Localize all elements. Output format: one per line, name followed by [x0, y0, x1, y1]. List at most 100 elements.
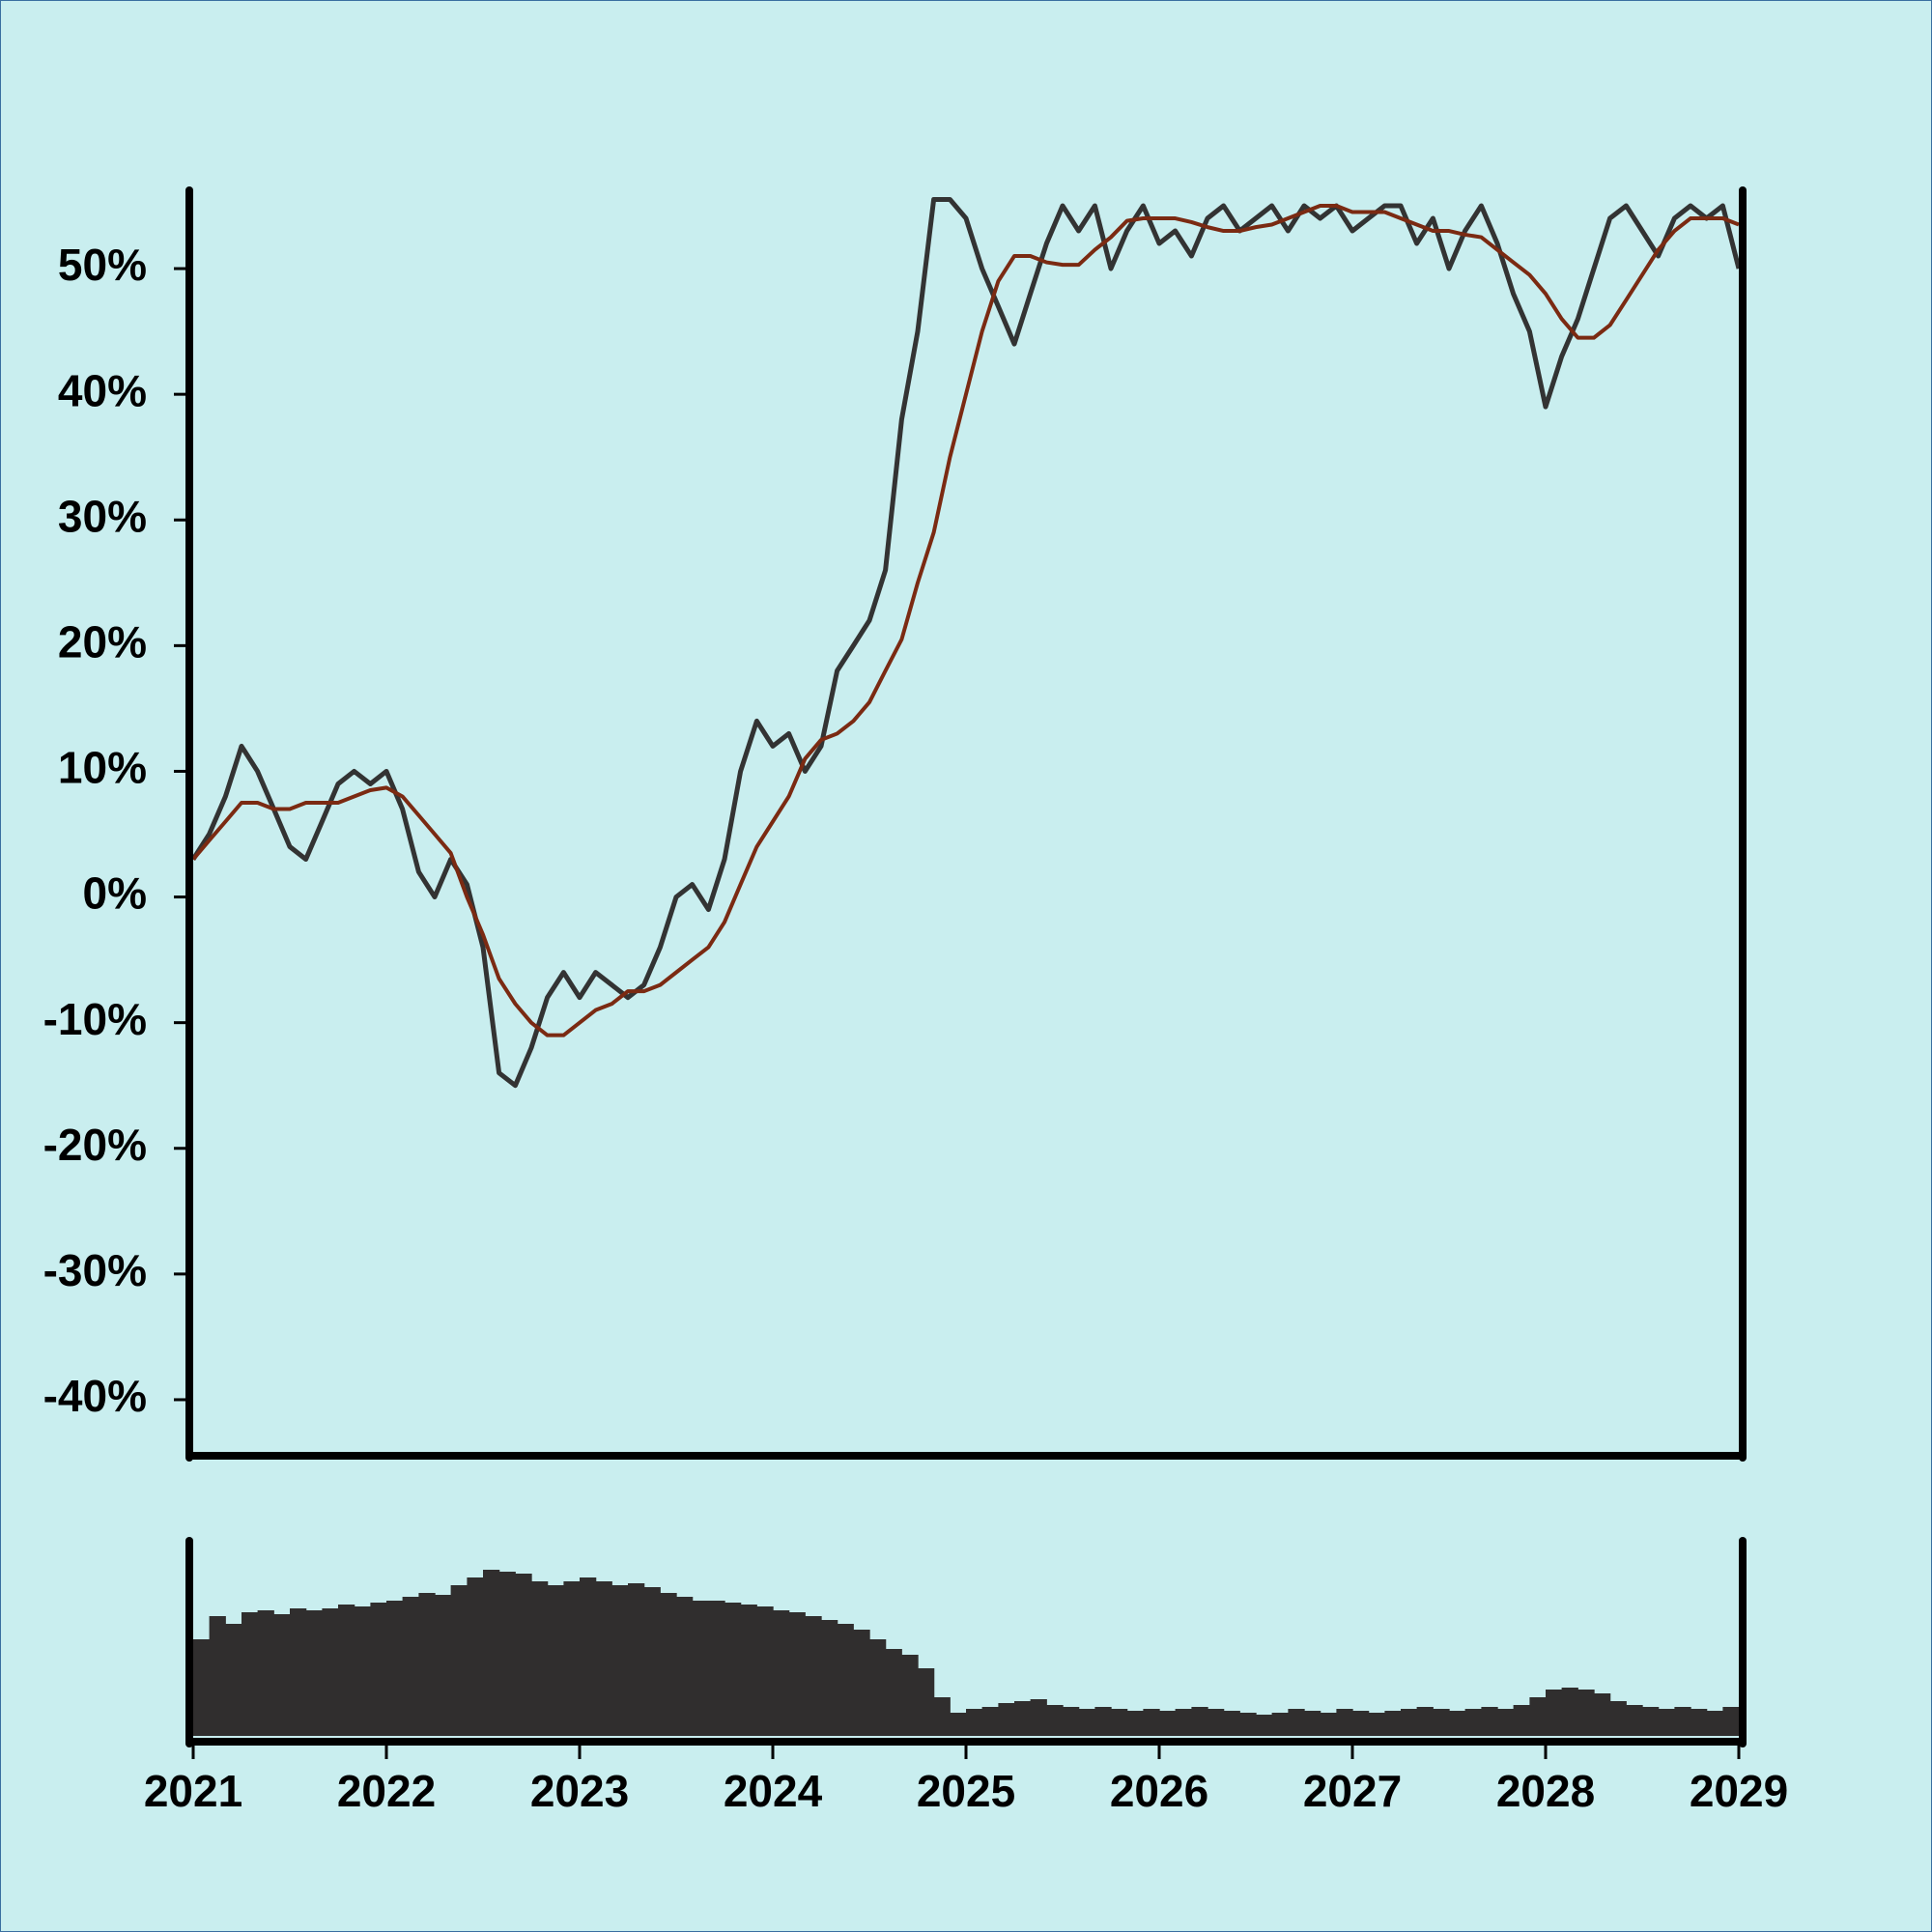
y-tick-label: 10%: [58, 743, 147, 793]
x-tick-label: 2022: [337, 1766, 436, 1816]
y-tick-label: 0%: [83, 868, 147, 919]
bar: [418, 1593, 436, 1736]
bar: [885, 1649, 902, 1736]
bar: [1722, 1707, 1740, 1736]
bar: [1320, 1713, 1337, 1736]
bar: [660, 1593, 677, 1736]
bar: [1674, 1707, 1691, 1736]
bar: [450, 1585, 468, 1736]
bar: [1159, 1711, 1177, 1736]
bar: [1304, 1711, 1321, 1736]
bar: [193, 1639, 211, 1736]
bar: [966, 1709, 983, 1736]
bar: [1561, 1688, 1578, 1736]
bar: [1111, 1709, 1128, 1736]
bar: [370, 1603, 387, 1736]
bar: [1352, 1711, 1370, 1736]
bar: [643, 1587, 661, 1736]
bar: [628, 1583, 645, 1736]
x-tick-label: 2023: [530, 1766, 629, 1816]
bar: [1239, 1713, 1257, 1736]
bar: [467, 1577, 484, 1736]
bar: [1143, 1709, 1160, 1736]
bar: [1690, 1709, 1708, 1736]
x-tick-label: 2026: [1110, 1766, 1208, 1816]
bar: [1626, 1705, 1643, 1736]
line-series: [190, 197, 1742, 1089]
bar: [354, 1606, 371, 1736]
bar: [708, 1601, 725, 1736]
y-tick-label: -30%: [43, 1245, 147, 1295]
x-tick-label: 2029: [1690, 1766, 1788, 1816]
bar: [692, 1601, 709, 1736]
y-tick-label: 40%: [58, 365, 147, 415]
bar: [1368, 1713, 1385, 1736]
x-tick-label: 2024: [724, 1766, 823, 1816]
bar: [547, 1585, 564, 1736]
bar: [1223, 1711, 1240, 1736]
line-series: [191, 204, 1740, 1037]
bar: [1577, 1690, 1595, 1736]
bar: [1609, 1701, 1627, 1736]
bar: [918, 1668, 935, 1736]
bar: [290, 1608, 307, 1736]
bar: [1529, 1697, 1547, 1736]
bar: [1208, 1709, 1225, 1736]
bar: [1191, 1707, 1208, 1736]
bar: [1401, 1709, 1418, 1736]
y-tick-label: 30%: [58, 491, 147, 541]
bar: [1464, 1709, 1482, 1736]
bar: [1433, 1709, 1450, 1736]
bar: [1094, 1707, 1112, 1736]
bar: [1336, 1709, 1353, 1736]
bar: [901, 1655, 919, 1736]
bar: [225, 1624, 242, 1736]
bar: [773, 1610, 790, 1736]
bar: [1706, 1711, 1723, 1736]
y-tick-label: -10%: [43, 994, 147, 1044]
bar: [1497, 1709, 1515, 1736]
bar: [1271, 1713, 1289, 1736]
y-tick-label: 20%: [58, 617, 147, 668]
bar: [933, 1697, 951, 1736]
bar: [242, 1612, 259, 1736]
bar: [1481, 1707, 1498, 1736]
bar: [1256, 1715, 1273, 1736]
bar: [580, 1577, 597, 1736]
bar: [837, 1624, 854, 1736]
bar: [853, 1630, 870, 1736]
bar: [1175, 1709, 1192, 1736]
bar: [1046, 1705, 1064, 1736]
bar: [1030, 1699, 1047, 1736]
x-tick-label: 2021: [144, 1766, 242, 1816]
bar: [1288, 1709, 1305, 1736]
bar: [322, 1608, 339, 1736]
bar: [676, 1597, 694, 1736]
bar: [531, 1581, 549, 1736]
bar: [209, 1616, 226, 1736]
bar: [515, 1574, 532, 1736]
bar: [338, 1605, 355, 1736]
bar: [273, 1614, 291, 1736]
bar: [1546, 1690, 1563, 1736]
y-tick-label: 50%: [58, 240, 147, 290]
bar: [981, 1707, 999, 1736]
bar: [1014, 1701, 1032, 1736]
y-tick-label: -40%: [43, 1371, 147, 1421]
x-tick-label: 2025: [917, 1766, 1015, 1816]
bar: [386, 1601, 404, 1736]
bar: [305, 1610, 323, 1736]
bar: [1063, 1707, 1080, 1736]
bar: [1416, 1707, 1434, 1736]
x-tick-label: 2027: [1303, 1766, 1402, 1816]
bar: [611, 1585, 629, 1736]
bar: [756, 1606, 774, 1736]
bar: [1594, 1693, 1611, 1736]
bar: [869, 1639, 887, 1736]
bar: [805, 1616, 822, 1736]
bar: [595, 1581, 612, 1736]
bar: [1449, 1711, 1466, 1736]
bar: [998, 1703, 1015, 1736]
